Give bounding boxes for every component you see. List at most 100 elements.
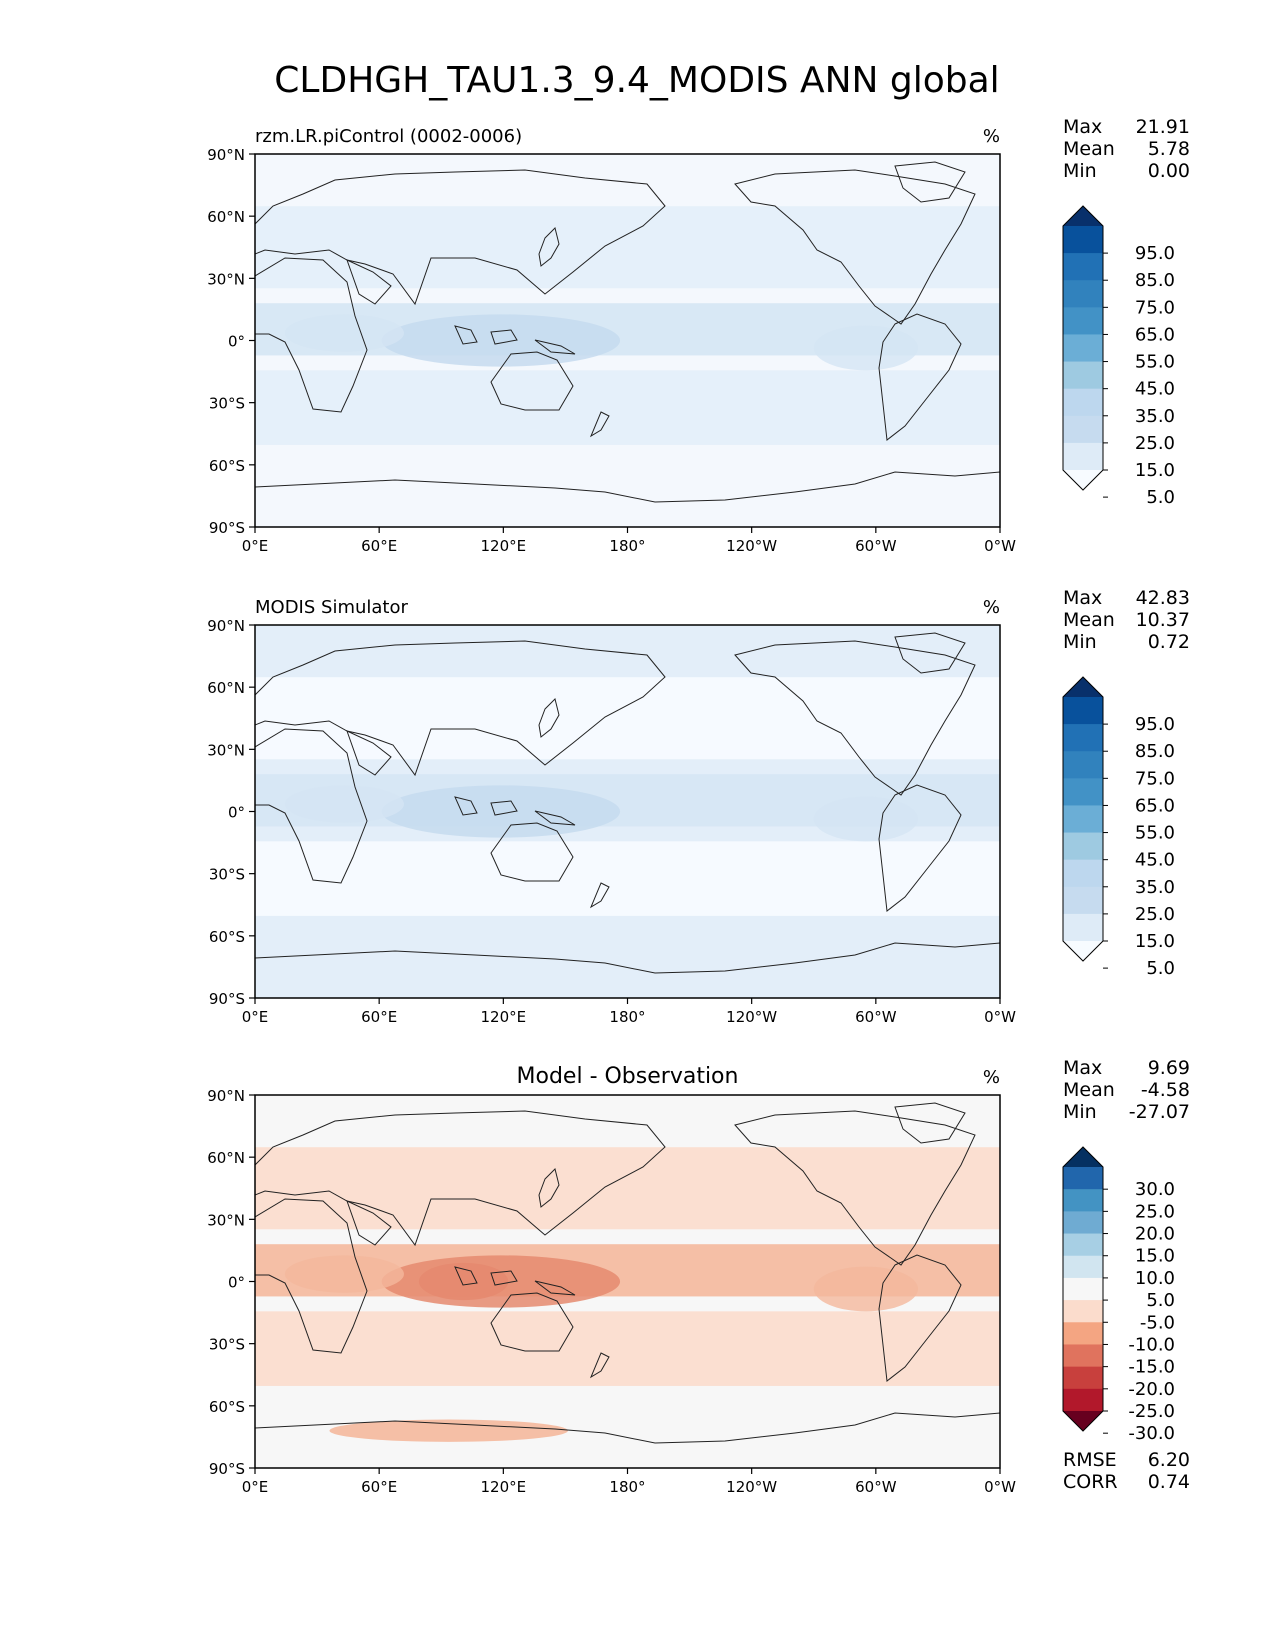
units-label: %	[983, 1067, 1000, 1088]
colorbar-label: 45.0	[1135, 850, 1175, 871]
stat-label: Mean	[1063, 1079, 1115, 1101]
panel-diff: Model - Observation % 90°N 60°N 30°N 0° 30°S 60…	[207, 1057, 1190, 1496]
lat-tick-label: 0°	[228, 1274, 245, 1292]
map-field	[255, 625, 1000, 998]
lat-tick-label: 90°S	[209, 519, 245, 537]
colorbar-label: 35.0	[1135, 406, 1175, 427]
colorbar-label: -15.0	[1128, 1357, 1175, 1378]
colorbar: 95.0 85.0 75.0 65.0 55.0 45.0 35.0 25.0 15.0 5.0	[1062, 205, 1175, 508]
colorbar: 95.0 85.0 75.0 65.0 55.0 45.0 35.0 25.0 15.0 5.0	[1062, 676, 1175, 979]
lat-tick-label: 90°S	[209, 990, 245, 1008]
lon-tick-label: 180°	[609, 537, 645, 555]
colorbar-label: -20.0	[1128, 1379, 1175, 1400]
lat-tick-label: 30°N	[207, 1211, 245, 1229]
colorbar-label: 10.0	[1135, 1268, 1175, 1289]
stat-value: 42.83	[1136, 587, 1190, 609]
units-label: %	[983, 126, 1000, 147]
colorbar-label: 85.0	[1135, 270, 1175, 291]
lon-tick-label: 0°W	[984, 1008, 1016, 1026]
colorbar-label: 25.0	[1135, 1201, 1175, 1222]
lon-tick-label: 0°E	[242, 537, 269, 555]
stat-value: 0.72	[1148, 631, 1190, 653]
lon-tick-label: 180°	[609, 1478, 645, 1496]
lon-tick-label: 0°W	[984, 537, 1016, 555]
lon-tick-label: 120°E	[481, 1008, 527, 1026]
panel-title: MODIS Simulator	[255, 597, 408, 618]
lat-tick-label: 30°S	[209, 1336, 245, 1354]
colorbar-label: 30.0	[1135, 1179, 1175, 1200]
lat-tick-label: 60°S	[209, 928, 245, 946]
colorbar-label: 35.0	[1135, 877, 1175, 898]
colorbar-label: 55.0	[1135, 823, 1175, 844]
colorbar-label: 65.0	[1135, 795, 1175, 816]
lat-tick-label: 0°	[228, 804, 245, 822]
lat-tick-label: 30°S	[209, 395, 245, 413]
lon-tick-label: 0°W	[984, 1478, 1016, 1496]
colorbar-label: 15.0	[1135, 460, 1175, 481]
stat-label: Min	[1063, 1101, 1097, 1123]
stat-value: 5.78	[1148, 138, 1190, 160]
colorbar-label: 55.0	[1135, 352, 1175, 373]
stat-label: Min	[1063, 160, 1097, 182]
colorbar-label: -30.0	[1128, 1423, 1175, 1444]
lon-tick-label: 0°E	[242, 1008, 269, 1026]
colorbar-label: 75.0	[1135, 768, 1175, 789]
colorbar-label: 95.0	[1135, 243, 1175, 264]
lat-tick-label: 90°N	[207, 146, 245, 164]
lon-tick-label: 120°W	[726, 537, 777, 555]
metric-label: RMSE	[1063, 1449, 1117, 1471]
colorbar-label: 45.0	[1135, 379, 1175, 400]
stat-label: Max	[1063, 587, 1102, 609]
stat-value: 10.37	[1136, 609, 1190, 631]
panel-reference: MODIS Simulator % 90°N 60°N 30°N 0° 30°S 60°S 90…	[207, 587, 1190, 1026]
lon-tick-label: 60°W	[855, 537, 897, 555]
colorbar-label: 25.0	[1135, 433, 1175, 454]
lat-tick-label: 90°N	[207, 1087, 245, 1105]
lon-tick-label: 0°E	[242, 1478, 269, 1496]
colorbar: 30.025.020.015.010.05.0-5.0-10.0-15.0-20…	[1062, 1146, 1175, 1444]
stat-value: -27.07	[1129, 1101, 1190, 1123]
lon-tick-label: 180°	[609, 1008, 645, 1026]
colorbar-label: 85.0	[1135, 741, 1175, 762]
figure-title: CLDHGH_TAU1.3_9.4_MODIS ANN global	[274, 60, 999, 101]
lon-tick-label: 60°W	[855, 1008, 897, 1026]
lat-tick-label: 0°	[228, 333, 245, 351]
stat-label: Mean	[1063, 609, 1115, 631]
colorbar-label: 20.0	[1135, 1224, 1175, 1245]
lon-tick-label: 120°E	[481, 537, 527, 555]
lat-tick-label: 30°S	[209, 866, 245, 884]
colorbar-label: 15.0	[1135, 931, 1175, 952]
stat-value: 9.69	[1148, 1057, 1190, 1079]
units-label: %	[983, 597, 1000, 618]
stat-value: -4.58	[1141, 1079, 1190, 1101]
stat-label: Mean	[1063, 138, 1115, 160]
lat-tick-label: 90°N	[207, 617, 245, 635]
colorbar-label: 5.0	[1146, 1290, 1175, 1311]
lat-tick-label: 60°S	[209, 457, 245, 475]
stat-value: 0.00	[1148, 160, 1190, 182]
colorbar-label: 75.0	[1135, 297, 1175, 318]
colorbar-label: -5.0	[1140, 1312, 1175, 1333]
panel-test: rzm.LR.piControl (0002-0006) % 90°N 60°N 30°…	[207, 116, 1190, 555]
lon-tick-label: 60°E	[361, 537, 397, 555]
colorbar-label: 15.0	[1135, 1246, 1175, 1267]
lon-tick-label: 120°W	[726, 1008, 777, 1026]
map-field	[255, 1095, 1000, 1468]
lon-tick-label: 120°W	[726, 1478, 777, 1496]
colorbar-label: -25.0	[1128, 1401, 1175, 1422]
lat-tick-label: 30°N	[207, 270, 245, 288]
lat-tick-label: 60°N	[207, 1149, 245, 1167]
panel-title: Model - Observation	[517, 1064, 739, 1089]
colorbar-label: 5.0	[1146, 958, 1175, 979]
metric-label: CORR	[1063, 1471, 1118, 1493]
lon-tick-label: 60°E	[361, 1478, 397, 1496]
stat-label: Max	[1063, 116, 1102, 138]
lon-tick-label: 60°E	[361, 1008, 397, 1026]
stat-label: Max	[1063, 1057, 1102, 1079]
lat-tick-label: 60°S	[209, 1398, 245, 1416]
colorbar-label: 65.0	[1135, 324, 1175, 345]
stat-label: Min	[1063, 631, 1097, 653]
map-field	[255, 154, 1000, 527]
colorbar-label: 95.0	[1135, 714, 1175, 735]
